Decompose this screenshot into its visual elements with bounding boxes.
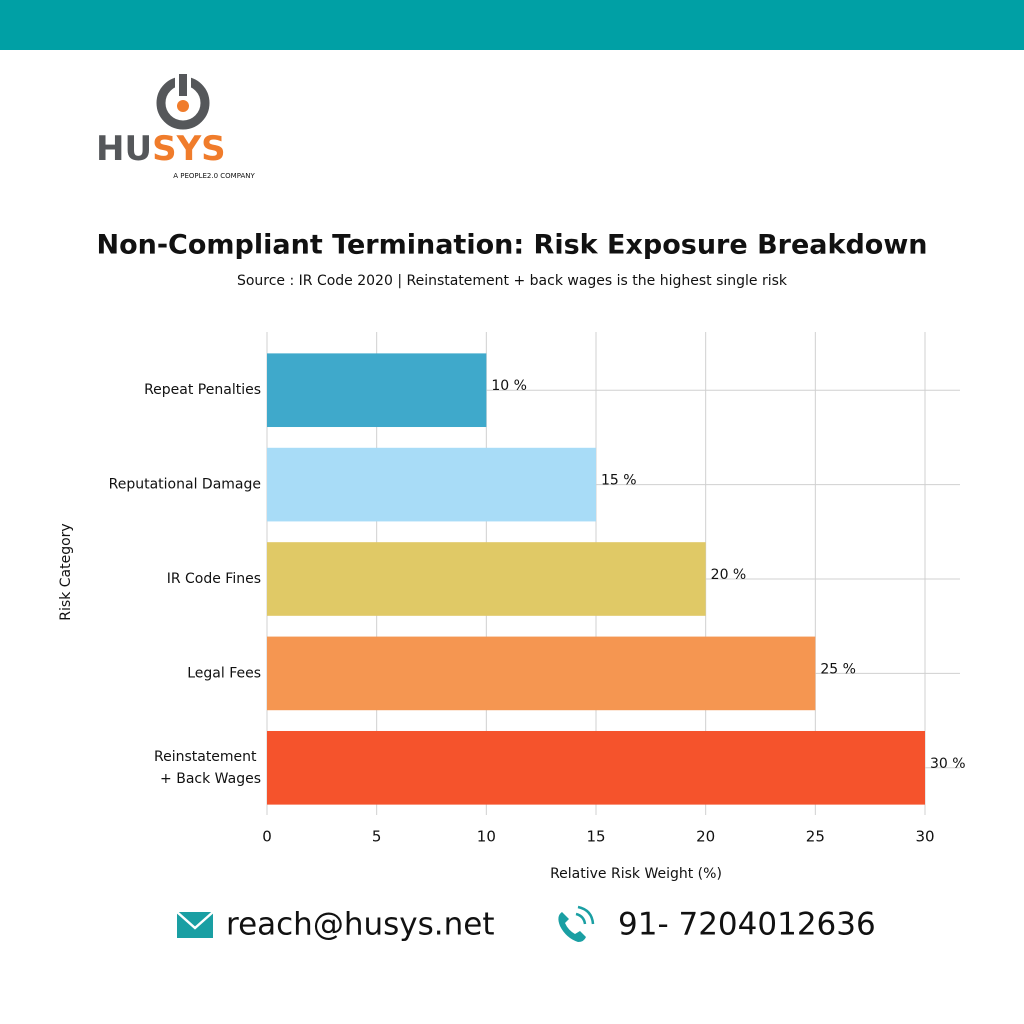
bar [267, 542, 706, 616]
bar [267, 353, 487, 428]
bar [267, 730, 925, 805]
value-label: 20 % [711, 567, 747, 583]
x-tick-label: 5 [372, 828, 382, 846]
value-label: 15 % [601, 473, 637, 489]
bar [267, 636, 816, 711]
top-bar [0, 0, 1024, 50]
chart-subtitle: Source : IR Code 2020 | Reinstatement + … [237, 273, 788, 289]
y-tick-label: IR Code Fines [167, 571, 261, 587]
tagline: A PEOPLE2.0 COMPANY [173, 172, 255, 180]
y-tick-label-line: + Back Wages [160, 771, 261, 787]
y-tick-label-line: Reinstatement [154, 749, 261, 765]
value-label: 30 % [930, 756, 966, 772]
x-tick-label: 0 [262, 828, 272, 846]
logo-stem [179, 74, 187, 96]
y-axis-title: Risk Category [58, 523, 74, 620]
footer: reach@husys.net 91- 7204012636 [176, 905, 876, 943]
email-icon-flap [176, 911, 214, 930]
bar [267, 447, 596, 522]
x-tick-label: 20 [696, 828, 715, 846]
x-tick-label: 10 [477, 828, 496, 846]
x-tick-label: 15 [586, 828, 605, 846]
y-tick-label: Legal Fees [187, 665, 261, 681]
y-tick-label: Reputational Damage [109, 477, 261, 493]
x-tick-label: 25 [806, 828, 825, 846]
logo-dot [177, 100, 189, 112]
x-axis-title: Relative Risk Weight (%) [550, 866, 722, 882]
phone-icon [558, 912, 586, 942]
y-tick-label: Reinstatement + Back Wages [154, 749, 261, 787]
brand-right: SYS [152, 129, 226, 169]
logo: HUSYS A PEOPLE2.0 COMPANY [96, 74, 256, 180]
value-label: 25 % [820, 661, 856, 677]
y-tick-label: Repeat Penalties [144, 382, 261, 398]
email: reach@husys.net [226, 907, 495, 943]
value-label: 10 % [491, 378, 527, 394]
brand-left: HU [96, 129, 152, 169]
brand: HUSYS [96, 129, 226, 169]
chart-title: Non-Compliant Termination: Risk Exposure… [96, 230, 927, 261]
plot: 0 5 10 15 20 25 30 10 % Repeat Penalties 15 % Repu… [109, 332, 966, 846]
phone: 91- 7204012636 [618, 907, 876, 943]
phone-waves [575, 905, 595, 925]
x-tick-label: 30 [915, 828, 934, 846]
